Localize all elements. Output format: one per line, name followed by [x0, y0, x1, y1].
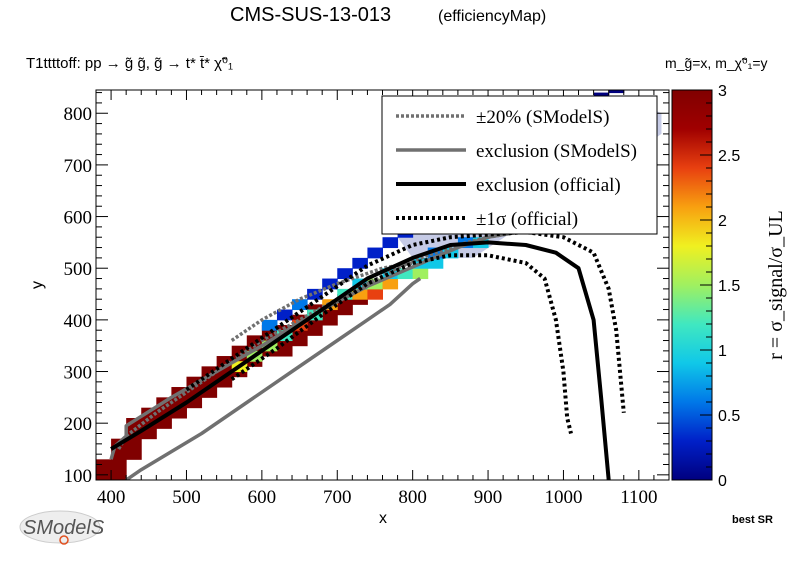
z-tick-label: 2.5 — [718, 148, 740, 165]
series-line — [230, 261, 413, 342]
heatmap-cell — [276, 309, 293, 321]
heatmap-cell — [397, 268, 414, 280]
mass-definition: m_g̃=x, m_χ̃⁰₁=y — [665, 55, 768, 71]
z-tick-label: 0 — [718, 473, 727, 490]
x-tick-label: 700 — [323, 487, 352, 508]
color-bar-label: r = σ_signal/σ_UL — [765, 210, 787, 360]
best-sr-label: best SR — [732, 514, 773, 526]
legend-label: ±1σ (official) — [476, 209, 578, 230]
y-tick-label: 300 — [64, 363, 93, 384]
heatmap-strip — [156, 397, 203, 409]
y-tick-label: 600 — [64, 208, 93, 229]
heatmap-cell — [608, 90, 625, 94]
z-tick-label: 3 — [718, 83, 727, 100]
heatmap-strip — [141, 407, 187, 419]
y-tick-label: 200 — [64, 414, 93, 435]
x-tick-label: 900 — [474, 487, 503, 508]
heatmap-cell — [261, 319, 278, 331]
heatmap-cell — [382, 237, 399, 249]
legend-label: exclusion (official) — [476, 175, 621, 196]
z-tick-label: 0.5 — [718, 408, 740, 425]
heatmap-cell — [382, 278, 399, 290]
x-tick-label: 600 — [248, 487, 277, 508]
heatmap-cell — [412, 268, 429, 280]
logo-text: SModelS — [23, 517, 105, 539]
legend-label: ±20% (SModelS) — [476, 107, 609, 128]
z-tick-label: 2 — [718, 213, 727, 230]
smodels-logo: SModelS — [19, 510, 105, 545]
color-bar-axis: 0 0.5 1 1.5 2 2.5 3 — [700, 83, 740, 490]
process-label: T1ttttoff: pp → g̃ g̃, g̃ → t* t̄* χ̃⁰₁ — [26, 55, 233, 72]
y-axis-label: y — [29, 281, 46, 289]
heatmap-strip — [171, 387, 218, 398]
heatmap-cell — [337, 268, 353, 280]
exclusion-curves — [109, 225, 626, 480]
y-axis: 100 200 300 400 500 600 700 800 — [64, 92, 669, 487]
heatmap-cell — [352, 288, 368, 300]
x-tick-label: 1000 — [544, 487, 582, 508]
y-tick-label: 700 — [64, 156, 93, 177]
x-tick-label: 400 — [97, 487, 126, 508]
series-line — [110, 240, 611, 480]
x-tick-label: 800 — [398, 487, 427, 508]
heatmap-cell — [367, 247, 383, 259]
y-tick-label: 100 — [64, 466, 93, 487]
series-line — [185, 230, 626, 413]
heatmap-strip — [201, 366, 248, 378]
legend: ±20% (SModelS) exclusion (SModelS) exclusi… — [381, 95, 658, 235]
heatmap-cell — [352, 257, 368, 269]
heatmap-cell — [442, 247, 459, 259]
z-tick-label: 1.5 — [718, 278, 740, 295]
z-tick-label: 1 — [718, 343, 727, 360]
legend-label: exclusion (SModelS) — [476, 141, 637, 162]
heatmap-cell — [292, 299, 308, 311]
heatmap-strip — [126, 418, 172, 429]
legend-box — [381, 95, 658, 235]
series-line — [125, 277, 422, 480]
heatmap-cell — [427, 257, 444, 269]
heatmap-strip — [186, 376, 233, 388]
x-axis: 400 500 600 700 800 900 1000 1100 — [95, 90, 670, 508]
y-tick-label: 800 — [64, 104, 93, 125]
heatmap-cell — [367, 288, 383, 300]
x-tick-label: 1100 — [620, 487, 657, 508]
y-tick-label: 500 — [64, 259, 93, 280]
chart-subtitle: (efficiencyMap) — [438, 8, 546, 25]
heatmap-strip — [126, 428, 157, 440]
heatmap-cell — [322, 278, 338, 290]
x-tick-label: 500 — [172, 487, 201, 508]
y-tick-label: 400 — [64, 311, 93, 332]
x-axis-label: x — [379, 510, 387, 527]
chart-title: CMS-SUS-13-013 — [230, 4, 391, 26]
